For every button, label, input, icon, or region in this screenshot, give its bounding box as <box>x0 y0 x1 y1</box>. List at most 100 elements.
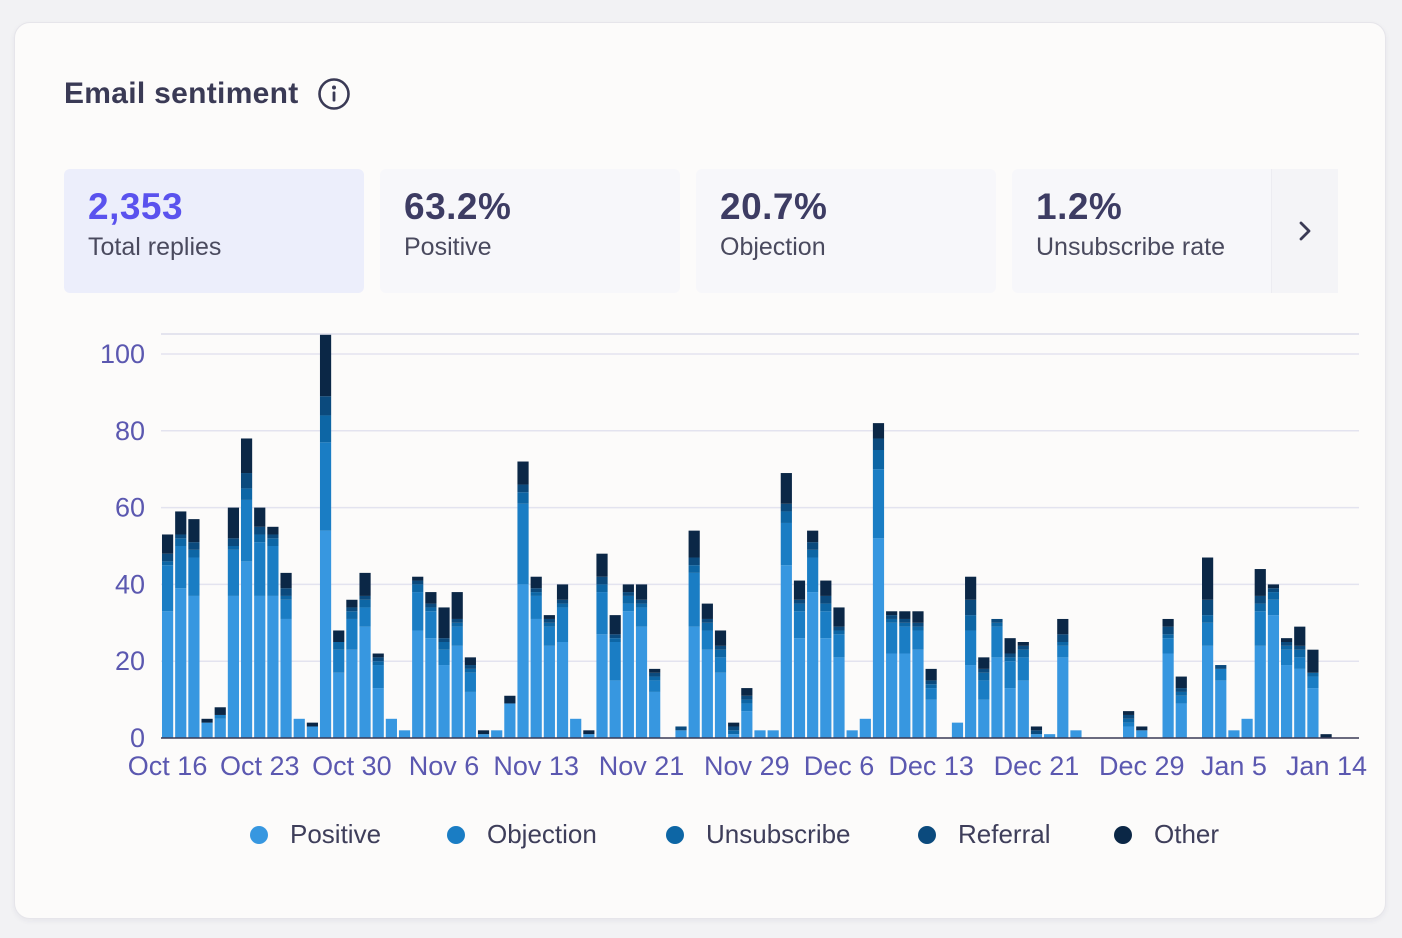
bar-segment-other <box>1017 642 1029 646</box>
x-tick-label: Oct 30 <box>312 751 392 781</box>
legend-item-positive[interactable]: Positive <box>250 819 381 850</box>
bar-segment-unsubscribe <box>741 699 753 704</box>
bar-segment-positive <box>214 718 226 738</box>
bar-segment-referral <box>1254 595 1266 604</box>
bar-segment-referral <box>1280 642 1293 646</box>
bar-segment-objection <box>517 503 529 585</box>
bar-segment-other <box>965 576 977 600</box>
bar-segment-positive <box>978 699 990 738</box>
bar-segment-objection <box>188 557 200 596</box>
legend-item-referral[interactable]: Referral <box>918 819 1050 850</box>
bar-segment-positive <box>741 711 753 738</box>
bar-segment-other <box>359 572 371 596</box>
bar-segment-unsubscribe <box>886 618 898 623</box>
legend-item-unsubscribe[interactable]: Unsubscribe <box>666 819 851 850</box>
kpi-unsubscribe-rate[interactable]: 1.2% Unsubscribe rate <box>1012 169 1284 293</box>
bar-segment-positive <box>372 688 384 738</box>
bar-segment-objection <box>319 442 332 531</box>
bar-segment-objection <box>741 703 753 712</box>
bar-segment-unsubscribe <box>161 561 174 566</box>
bar-segment-referral <box>1004 653 1016 658</box>
bar-segment-objection <box>622 603 634 612</box>
legend-item-objection[interactable]: Objection <box>447 819 597 850</box>
bar-segment-positive <box>359 626 371 738</box>
kpi-objection[interactable]: 20.7% Objection <box>696 169 996 293</box>
bar-segment-unsubscribe <box>319 415 332 443</box>
bar-segment-positive <box>596 634 608 738</box>
email-sentiment-card: Email sentiment 2,353 Total replies 63.2… <box>14 22 1386 919</box>
bar-segment-unsubscribe <box>1267 592 1280 600</box>
bar-segment-referral <box>925 680 937 685</box>
kpi-positive[interactable]: 63.2% Positive <box>380 169 680 293</box>
bar-segment-other <box>1175 676 1187 689</box>
bar-segment-unsubscribe <box>333 642 345 650</box>
bar-segment-positive <box>1241 718 1253 738</box>
x-tick-label: Jan 14 <box>1286 751 1367 781</box>
bar-segment-positive <box>846 730 858 738</box>
bar-segment-referral <box>596 576 608 585</box>
bar-segment-objection <box>1280 649 1293 666</box>
bar-segment-referral <box>1123 714 1135 719</box>
bar-segment-referral <box>530 588 542 593</box>
bar-segment-positive <box>227 595 240 738</box>
bar-segment-other <box>543 615 555 619</box>
bar-segment-objection <box>254 542 266 596</box>
bar-segment-unsubscribe <box>833 630 845 635</box>
bar-segment-referral <box>622 592 634 596</box>
bar-segment-other <box>793 580 806 600</box>
bar-segment-unsubscribe <box>872 450 885 470</box>
bar-segment-other <box>1320 734 1332 738</box>
legend-dot-icon <box>447 825 465 844</box>
bar-segment-objection <box>556 607 569 642</box>
bar-segment-unsubscribe <box>714 649 727 658</box>
bar-segment-other <box>1004 638 1016 654</box>
legend-label: Unsubscribe <box>706 819 851 849</box>
legend-item-other[interactable]: Other <box>1114 819 1219 850</box>
bar-segment-objection <box>609 642 621 681</box>
bar-segment-objection <box>214 714 226 719</box>
bar-segment-other <box>609 615 621 635</box>
bar-segment-objection <box>425 611 437 639</box>
bar-segment-positive <box>1280 665 1293 738</box>
bar-segment-referral <box>412 580 424 585</box>
kpi-value: 63.2% <box>404 186 512 227</box>
bar-segment-other <box>978 657 990 669</box>
bar-segment-objection <box>543 626 555 646</box>
bar-segment-other <box>227 507 240 539</box>
bar-segment-referral <box>886 615 898 619</box>
bar-segment-referral <box>175 534 187 539</box>
bar-segment-referral <box>464 665 476 669</box>
bar-segment-other <box>254 507 266 527</box>
bar-segment-other <box>504 695 516 704</box>
bar-segment-other <box>1280 638 1293 642</box>
bar-segment-positive <box>925 699 937 738</box>
bar-segment-unsubscribe <box>965 615 977 631</box>
bar-segment-unsubscribe <box>1175 691 1187 696</box>
bar-segment-objection <box>701 630 713 650</box>
kpi-next-button[interactable] <box>1271 169 1338 293</box>
kpi-total-replies[interactable]: 2,353 Total replies <box>64 169 364 293</box>
bar-segment-objection <box>1294 657 1306 669</box>
bar-segment-positive <box>899 653 911 738</box>
bar-segment-objection <box>1004 661 1016 689</box>
bar-segment-positive <box>556 642 569 738</box>
bar-segment-unsubscribe <box>1202 615 1214 623</box>
bar-segment-other <box>1294 626 1306 646</box>
bar-segment-referral <box>965 599 977 616</box>
bar-segment-referral <box>1017 645 1029 650</box>
bar-segment-referral <box>872 438 885 450</box>
bar-segment-other <box>333 630 345 642</box>
bar-segment-referral <box>267 534 279 539</box>
bar-segment-unsubscribe <box>359 599 371 608</box>
bar-segment-objection <box>1123 722 1135 727</box>
info-circle-icon[interactable] <box>317 77 351 111</box>
legend-label: Other <box>1154 819 1220 849</box>
bar-segment-unsubscribe <box>346 611 358 619</box>
bar-segment-other <box>464 657 476 666</box>
bar-segment-objection <box>991 626 1003 658</box>
bar-segment-unsubscribe <box>530 592 542 596</box>
bar-segment-objection <box>333 649 345 673</box>
bar-segment-other <box>820 580 832 596</box>
bar-segment-referral <box>451 618 463 623</box>
bar-segment-positive <box>333 672 345 738</box>
